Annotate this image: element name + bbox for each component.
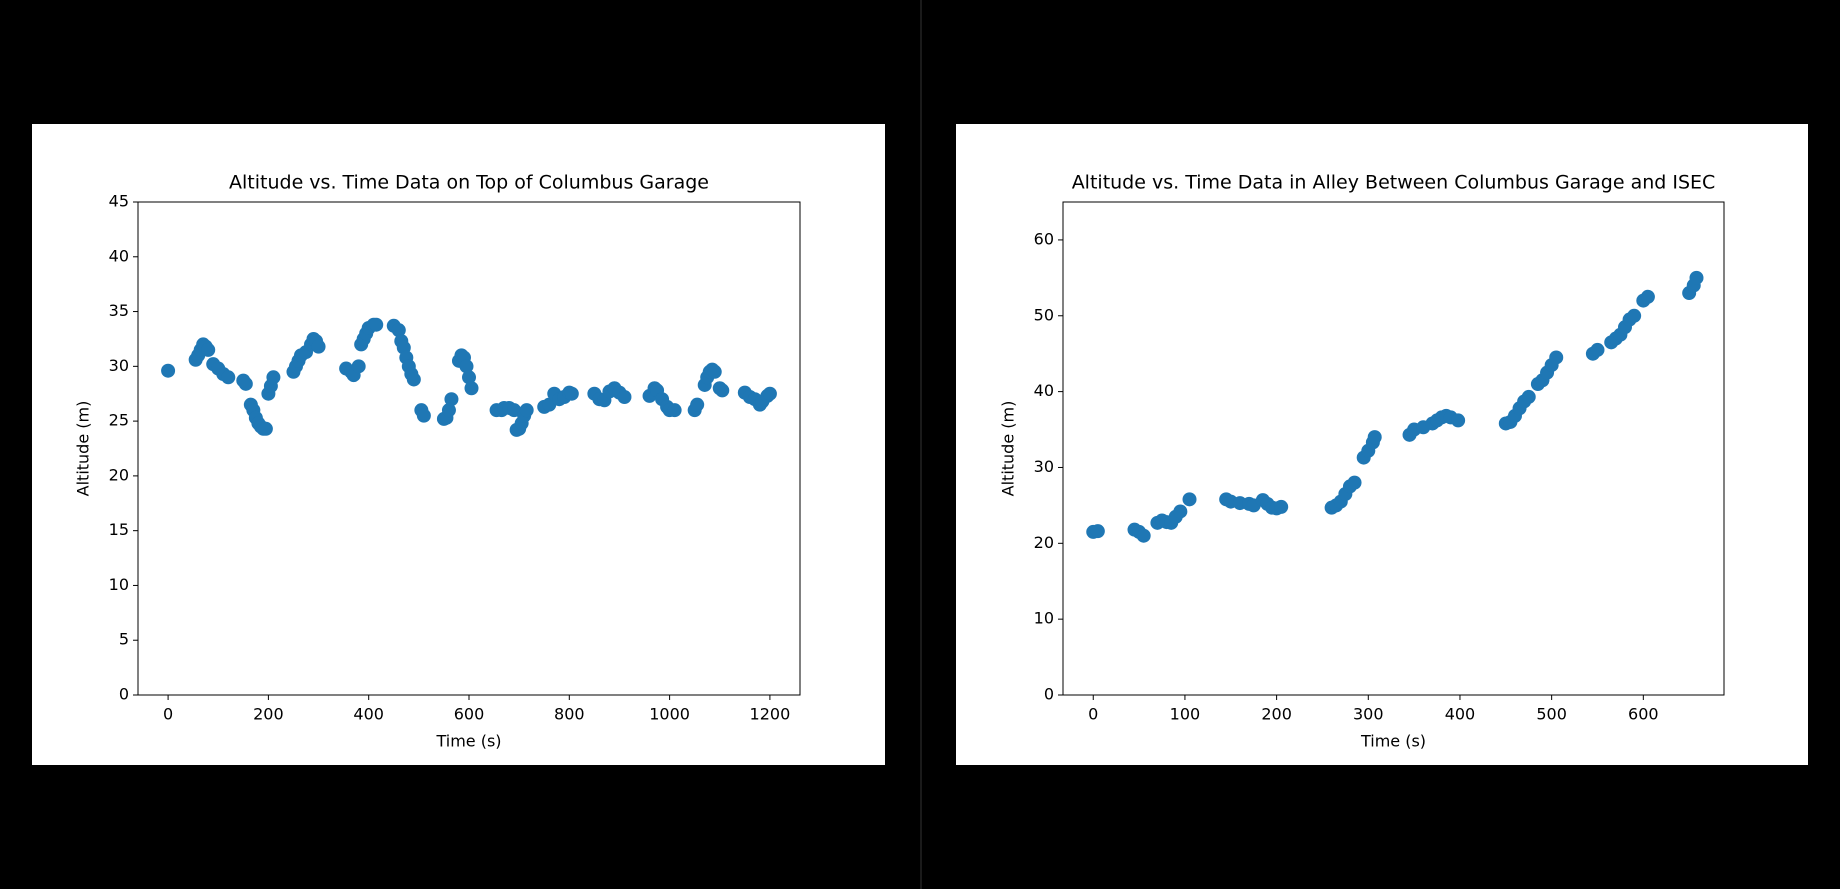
y-tick-label: 40 [1034, 381, 1054, 400]
chart-panel [32, 124, 885, 765]
y-tick-label: 40 [109, 246, 129, 265]
y-tick-label: 20 [1034, 533, 1054, 552]
scatter-point [406, 372, 421, 387]
y-tick-label: 0 [119, 685, 129, 704]
y-tick-label: 30 [109, 356, 129, 375]
y-axis-label: Altitude (m) [74, 401, 93, 497]
y-tick-label: 15 [109, 520, 129, 539]
y-tick-label: 10 [109, 575, 129, 594]
axes-frame [137, 201, 801, 696]
x-tick-label: 0 [1088, 705, 1098, 724]
y-tick-label: 0 [1044, 685, 1054, 704]
x-tick-label: 0 [163, 705, 173, 724]
scatter-point [221, 370, 236, 385]
x-tick-label: 200 [253, 705, 284, 724]
scatter-point [1182, 492, 1197, 507]
scatter-point [667, 403, 682, 418]
x-tick-label: 600 [454, 705, 485, 724]
x-tick-label: 800 [554, 705, 585, 724]
scatter-point [369, 317, 384, 332]
y-tick-label: 30 [1034, 457, 1054, 476]
scatter-point [1347, 475, 1362, 490]
scatter-point [1590, 342, 1605, 357]
scatter-point [459, 359, 474, 374]
x-tick-label: 400 [353, 705, 384, 724]
scatter-point [1173, 504, 1188, 519]
scatter-point [161, 363, 176, 378]
scatter-point [1136, 528, 1151, 543]
y-tick-label: 45 [109, 192, 129, 211]
y-axis-label: Altitude (m) [999, 401, 1018, 497]
scatter-point [1549, 350, 1564, 365]
scatter-point [266, 370, 281, 385]
scatter-point [238, 376, 253, 391]
x-tick-label: 500 [1536, 705, 1567, 724]
y-tick-label: 60 [1034, 229, 1054, 248]
scatter-point [1367, 430, 1382, 445]
y-tick-label: 50 [1034, 305, 1054, 324]
x-tick-label: 1000 [649, 705, 690, 724]
scatter-point [1451, 413, 1466, 428]
scatter-point [441, 403, 456, 418]
scatter-point [1640, 289, 1655, 304]
y-tick-label: 10 [1034, 609, 1054, 628]
chart-title: Altitude vs. Time Data in Alley Between … [1072, 172, 1716, 194]
x-tick-label: 1200 [750, 705, 791, 724]
x-axis-label: Time (s) [435, 732, 501, 751]
scatter-point [1689, 270, 1704, 285]
x-tick-label: 300 [1353, 705, 1384, 724]
scatter-point [1274, 499, 1289, 514]
y-tick-label: 20 [109, 465, 129, 484]
scatter-point [564, 386, 579, 401]
scatter-point [762, 386, 777, 401]
scatter-point [715, 383, 730, 398]
scatter-point [1521, 389, 1536, 404]
scatter-point [201, 342, 216, 357]
y-tick-label: 5 [119, 630, 129, 649]
scatter-point [391, 323, 406, 338]
y-tick-label: 35 [109, 301, 129, 320]
x-tick-label: 100 [1170, 705, 1201, 724]
x-axis-label: Time (s) [1360, 732, 1426, 751]
scatter-point [416, 408, 431, 423]
scatter-point [1627, 308, 1642, 323]
scatter-point [258, 421, 273, 436]
scatter-point [464, 381, 479, 396]
scatter-point [311, 339, 326, 354]
scatter-point [444, 392, 459, 407]
x-tick-label: 200 [1261, 705, 1292, 724]
scatter-point [617, 390, 632, 405]
scatter-point [707, 364, 722, 379]
scatter-point [351, 359, 366, 374]
x-tick-label: 600 [1628, 705, 1659, 724]
y-tick-label: 25 [109, 411, 129, 430]
chart-panel [956, 124, 1808, 765]
scatter-point [519, 403, 534, 418]
scatter-point [1090, 524, 1105, 539]
chart-title: Altitude vs. Time Data on Top of Columbu… [229, 172, 709, 194]
scatter-point [690, 397, 705, 412]
x-tick-label: 400 [1445, 705, 1476, 724]
axes-frame [1062, 201, 1725, 696]
scatter-point [462, 370, 476, 385]
